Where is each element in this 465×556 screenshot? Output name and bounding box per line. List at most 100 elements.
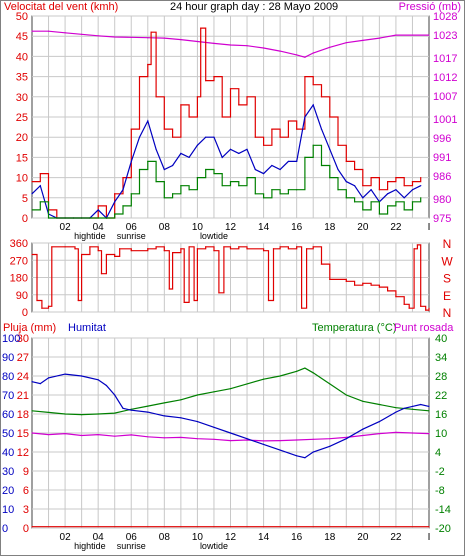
wind-minimum-line-point-30 — [279, 193, 281, 195]
temperature-line-point-10 — [196, 394, 199, 396]
wind-average-line-point-44 — [395, 189, 397, 191]
wind-gust-line-point-0 — [31, 181, 33, 183]
pressure-line-point-16 — [296, 54, 298, 56]
temperature-line-point-22 — [378, 403, 380, 406]
compass-label: S — [443, 272, 451, 286]
pressure-line-point-14 — [262, 47, 265, 49]
direction-tick: 360 — [10, 238, 28, 250]
humidity-line-point-4 — [81, 375, 83, 377]
lower-x-tick: 20 — [357, 532, 369, 543]
wind-average-line-point-10 — [114, 201, 116, 203]
humidity-line-point-5 — [97, 379, 99, 381]
temperature-line-point-0 — [31, 410, 33, 412]
pressure-line-point-22 — [378, 37, 380, 39]
temperature-tick: -14 — [435, 504, 451, 516]
humidity-line-point-1 — [39, 383, 41, 385]
wind-direction-line-point-38 — [296, 246, 298, 248]
wind-minimum-line-point-45 — [403, 209, 405, 211]
pressure-tick: 1007 — [433, 91, 457, 103]
wind-minimum-line-point-11 — [122, 205, 124, 207]
dewpoint-line-point-8 — [163, 437, 165, 439]
pressure-tick: 1012 — [433, 72, 457, 84]
wind-speed-tick: 5 — [22, 193, 28, 205]
wind-direction-line-point-29 — [223, 246, 225, 248]
wind-gust-line-point-34 — [296, 128, 298, 130]
humidity-tick: 50 — [2, 428, 14, 440]
dewpoint-line-point-6 — [130, 434, 132, 436]
wind-average-line — [31, 103, 421, 220]
humidity-temperature-series — [31, 367, 430, 528]
humidity-line-point-8 — [122, 407, 124, 409]
pressure-line-point-5 — [114, 36, 116, 38]
wind-minimum-line-point-3 — [56, 217, 58, 219]
wind-speed-tick: 30 — [16, 92, 28, 104]
rain-tick: 12 — [17, 447, 29, 459]
wind-direction-line-point-57 — [428, 307, 430, 309]
temperature-line-point-16 — [296, 370, 298, 372]
direction-tick: 90 — [16, 290, 28, 302]
wind-gust-line-point-33 — [287, 120, 289, 122]
temperature-line-point-5 — [114, 412, 116, 414]
temperature-line-point-17 — [304, 367, 306, 369]
temperature-line-point-19 — [329, 383, 331, 385]
wind-minimum-line-point-4 — [64, 217, 66, 219]
wind-direction-line-point-28 — [218, 292, 220, 294]
lower-x-tick: 08 — [159, 532, 171, 543]
wind-direction-line-point-9 — [89, 246, 91, 248]
temperature-axis: -20 -14 -8 -2 4 10 16 22 28 34 40 — [435, 333, 451, 535]
rain-tick: 3 — [23, 504, 29, 516]
wind-minimum-line-point-19 — [188, 189, 190, 191]
wind-average-line-point-38 — [345, 181, 347, 183]
wind-direction-line-point-49 — [387, 290, 389, 292]
wind-minimum-line-point-1 — [39, 201, 41, 203]
wind-gust-line-point-31 — [271, 128, 273, 130]
rain-tick: 24 — [17, 371, 29, 383]
wind-minimum-line-point-5 — [72, 217, 74, 219]
wind-direction-line-point-32 — [246, 248, 248, 250]
wind-gust-line-point-38 — [329, 116, 331, 118]
wind-direction-line-point-46 — [362, 282, 364, 284]
rain-tick: 9 — [23, 466, 29, 478]
wind-average-line-point-1 — [39, 185, 41, 187]
pressure-line-point-23 — [395, 34, 397, 36]
humidity-line-point-16 — [246, 438, 248, 440]
wind-minimum-line-point-38 — [345, 197, 347, 199]
wind-direction-line-point-15 — [130, 250, 132, 252]
wind-gust-line-point-47 — [403, 185, 405, 187]
wind-gust-line-point-42 — [362, 185, 364, 187]
wind-minimum-line-point-25 — [238, 185, 240, 187]
humidity-tick: 10 — [2, 504, 14, 516]
temperature-tick: 40 — [435, 333, 447, 345]
wind-title: Velocitat del vent (kmh) — [4, 1, 118, 13]
temperature-line-point-21 — [362, 400, 364, 402]
wind-direction-grid — [32, 242, 429, 313]
humidity-line-point-13 — [196, 421, 199, 423]
wind-average-line-point-15 — [155, 148, 157, 150]
temperature-line-point-8 — [163, 402, 165, 404]
wind-speed-tick: 0 — [22, 213, 28, 225]
rain-tick: 15 — [17, 428, 29, 440]
wind-average-line-point-36 — [329, 148, 331, 150]
wind-minimum-line-point-17 — [172, 193, 174, 195]
wind-direction-line-point-7 — [77, 299, 79, 302]
wind-minimum-line-point-0 — [31, 209, 33, 211]
pressure-axis: 975 980 986 991 996 1001 1007 1012 1017 1023 1028 — [433, 11, 457, 225]
pressure-line-point-0 — [31, 30, 33, 32]
wind-gust-line-point-46 — [395, 177, 397, 179]
wind-gust-line-point-49 — [420, 177, 422, 179]
lower-x-event: sunrise — [117, 541, 146, 551]
wind-average-line-point-46 — [411, 189, 414, 191]
wind-minimum-line-point-34 — [312, 144, 314, 146]
humidity-line-point-10 — [147, 411, 149, 413]
wind-direction-line-point-20 — [172, 251, 174, 254]
rain-title: Pluja (mm) — [3, 322, 56, 334]
wind-gust-line-point-23 — [205, 80, 207, 82]
pressure-tick: 975 — [433, 213, 451, 225]
wind-gust-line-point-20 — [188, 116, 190, 118]
wind-minimum-line-point-28 — [262, 197, 265, 199]
pressure-line-point-19 — [329, 46, 331, 48]
lower-x-event: lowtide — [200, 541, 228, 551]
wind-direction-line-point-22 — [183, 301, 185, 304]
wind-gust-line-point-39 — [337, 144, 339, 146]
lower-x-tick: 16 — [291, 532, 303, 543]
